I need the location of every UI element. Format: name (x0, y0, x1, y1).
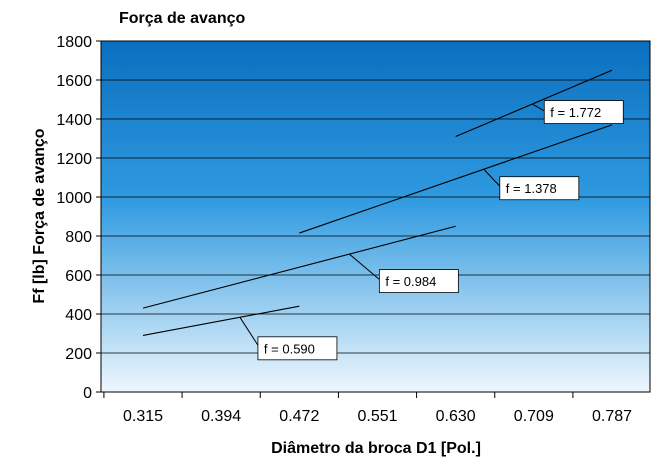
y-tick-label: 1600 (56, 73, 92, 90)
x-tick-label: 0.472 (279, 408, 319, 425)
y-tick-label: 400 (65, 307, 92, 324)
annotation-box-4 (543, 100, 624, 124)
x-tick-label: 0.551 (357, 408, 397, 425)
axes: 0 200 400 600 800 1000 1200 1400 1600 1800 0.315 0.… (56, 34, 632, 425)
annotation-box-3 (499, 176, 580, 201)
annotations: f = 0.590 f = 0.984 f = 1.378 f = 1.772 (239, 100, 624, 361)
annotation-label-4: f = 1.772 (550, 105, 601, 120)
y-tick-label: 1200 (56, 151, 92, 168)
y-tick-label: 800 (65, 229, 92, 246)
annotation-box-1 (257, 336, 338, 361)
y-tick-label: 1400 (56, 112, 92, 129)
x-tick-label: 0.630 (436, 408, 476, 425)
y-tick-label: 200 (65, 346, 92, 363)
y-tick-label: 600 (65, 268, 92, 285)
y-tick-label: 0 (83, 385, 92, 402)
x-axis-title: Diâmetro da broca D1 [Pol.] (271, 440, 481, 457)
series-line-4 (455, 69, 613, 138)
x-tick-label: 0.315 (123, 408, 163, 425)
series-line-1 (142, 305, 300, 336)
plot-area (100, 40, 651, 393)
annotation-leader-2 (349, 253, 382, 282)
y-axis-title: Ff [lb] Força de avanço (31, 128, 48, 303)
series-line-3 (299, 124, 613, 234)
annotation-leader-3 (483, 168, 503, 189)
series-group (142, 69, 613, 336)
grid (101, 79, 650, 354)
annotation-leader-1 (239, 317, 261, 349)
chart-title: Força de avanço (119, 10, 246, 27)
x-tick-label: 0.394 (201, 408, 241, 425)
annotation-label-3: f = 1.378 (506, 181, 557, 196)
y-tick-label: 1800 (56, 34, 92, 51)
annotation-label-1: f = 0.590 (264, 341, 315, 356)
annotation-label-2: f = 0.984 (385, 274, 436, 289)
x-tick-label: 0.709 (514, 408, 554, 425)
y-tick-label: 1000 (56, 190, 92, 207)
annotation-box-2 (378, 269, 459, 293)
x-tick-label: 0.787 (592, 408, 632, 425)
series-line-2 (142, 225, 456, 309)
